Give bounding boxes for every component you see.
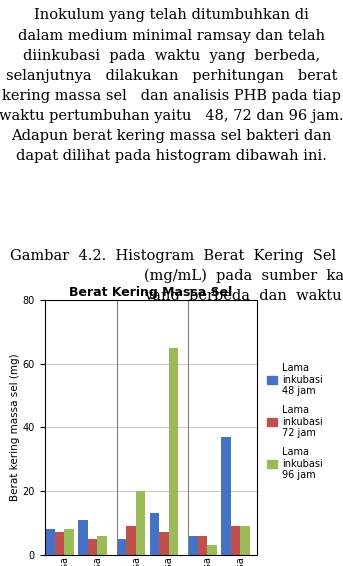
- Bar: [159, 533, 169, 555]
- Bar: [240, 526, 250, 555]
- Text: Gambar  4.2.  Histogram  Berat  Kering  Sel: Gambar 4.2. Histogram Berat Kering Sel: [10, 249, 336, 263]
- Legend: Lama
inkubasi
48 jam, Lama
inkubasi
72 jam, Lama
inkubasi
96 jam: Lama inkubasi 48 jam, Lama inkubasi 72 j…: [265, 361, 325, 482]
- Bar: [64, 529, 74, 555]
- Bar: [198, 535, 207, 555]
- Bar: [55, 533, 64, 555]
- Bar: [117, 539, 126, 555]
- Bar: [45, 529, 55, 555]
- Bar: [230, 526, 240, 555]
- Bar: [169, 348, 178, 555]
- Bar: [150, 513, 159, 555]
- Text: Inokulum yang telah ditumbuhkan di
dalam medium minimal ramsay dan telah
diinkub: Inokulum yang telah ditumbuhkan di dalam…: [0, 8, 343, 163]
- Bar: [207, 545, 217, 555]
- Title: Berat Kering Massa Sel: Berat Kering Massa Sel: [69, 286, 233, 299]
- Text: (mg/mL)  pada  sumber  karbon: (mg/mL) pada sumber karbon: [144, 269, 343, 283]
- Bar: [221, 437, 230, 555]
- Text: inkubasi (jam): inkubasi (jam): [144, 308, 250, 323]
- Bar: [136, 491, 145, 555]
- Text: yang  berbeda  dan  waktu: yang berbeda dan waktu: [144, 289, 342, 303]
- Bar: [88, 539, 97, 555]
- Y-axis label: Berat kering massa sel (mg): Berat kering massa sel (mg): [10, 354, 20, 501]
- Bar: [126, 526, 136, 555]
- Bar: [97, 535, 107, 555]
- Bar: [188, 535, 198, 555]
- Bar: [78, 520, 88, 555]
